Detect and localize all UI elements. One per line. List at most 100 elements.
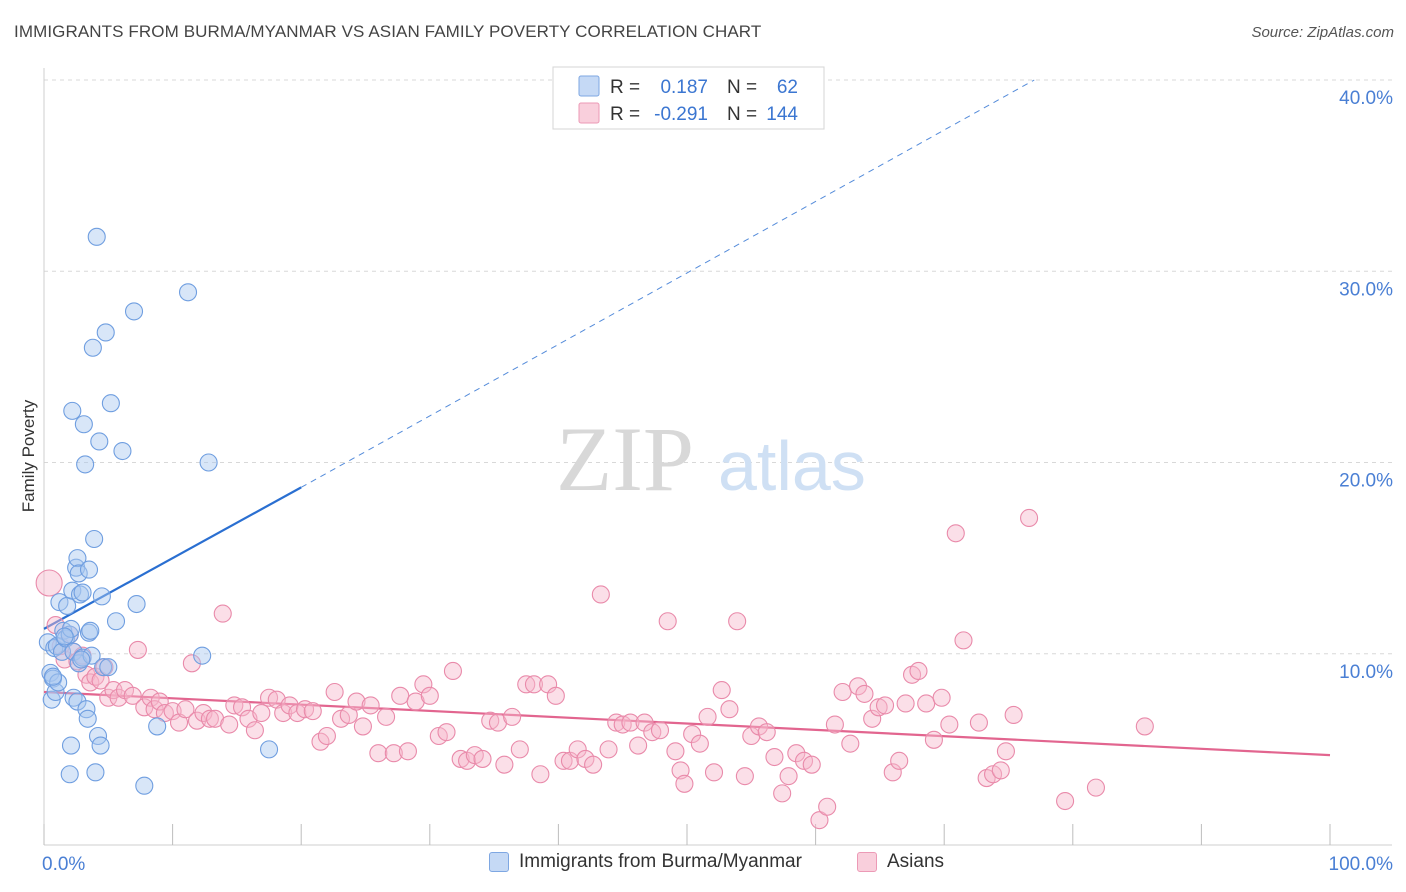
point-burma-36 <box>82 646 101 665</box>
legend-swatch-blue <box>489 852 509 872</box>
point-burma-30 <box>76 455 95 474</box>
x-tick-label-0: 0.0% <box>42 854 85 875</box>
point-asians-81 <box>568 740 587 759</box>
x-tick-label-1: 100.0% <box>1329 854 1394 875</box>
point-asians-91 <box>643 723 662 742</box>
point-asians-64 <box>443 661 462 681</box>
point-burma-48 <box>101 394 120 413</box>
source-label: Source: ZipAtlas.com <box>1251 24 1394 41</box>
point-asians-63 <box>437 723 456 742</box>
point-asians-78 <box>546 686 565 705</box>
y-tick-label-1: 20.0% <box>1339 471 1393 492</box>
point-burma-35 <box>81 621 100 640</box>
legend-label-burma: Immigrants from Burma/Myanmar <box>519 851 802 872</box>
point-asians-73 <box>510 740 529 759</box>
point-asians-32 <box>213 604 232 623</box>
trend-line-burma-extension <box>300 79 1035 488</box>
point-asians-104 <box>735 767 754 786</box>
y-axis-label: Family Poverty <box>19 399 38 512</box>
point-asians-140 <box>1004 705 1023 725</box>
point-asians-132 <box>940 715 959 734</box>
point-asians-114 <box>810 811 829 830</box>
point-burma-40 <box>87 227 106 246</box>
point-asians-47 <box>317 726 336 746</box>
point-asians-111 <box>787 744 806 763</box>
point-asians-30 <box>200 709 219 728</box>
stats-legend: R = 0.187 N = 62 R = -0.291 N = 144 <box>552 66 825 130</box>
point-asians-131 <box>932 688 951 707</box>
point-asians-52 <box>353 717 372 736</box>
point-burma-56 <box>193 646 212 665</box>
point-burma-43 <box>91 736 110 755</box>
point-asians-85 <box>599 740 618 759</box>
stats-legend-swatch-blue <box>578 75 600 97</box>
point-asians-51 <box>347 692 366 711</box>
point-asians-90 <box>635 713 654 732</box>
point-asians-87 <box>613 715 632 734</box>
stats-r-value-1: 0.187 <box>660 77 708 98</box>
point-asians-115 <box>818 797 837 816</box>
point-asians-55 <box>377 707 396 726</box>
point-burma-50 <box>113 441 132 461</box>
point-asians-119 <box>848 677 868 696</box>
point-burma-26 <box>70 585 90 604</box>
point-asians-113 <box>802 755 821 774</box>
point-burma-18 <box>61 736 81 755</box>
point-asians-18 <box>128 640 147 659</box>
point-asians-56 <box>384 744 403 763</box>
point-asians-129 <box>917 694 936 713</box>
point-asians-75 <box>524 675 544 694</box>
point-asians-98 <box>690 734 709 753</box>
point-asians-124 <box>883 763 902 782</box>
point-burma-32 <box>78 709 97 728</box>
point-asians-44 <box>296 700 315 719</box>
point-burma-23 <box>68 549 87 568</box>
point-burma-37 <box>83 338 102 357</box>
point-asians-72 <box>503 707 522 726</box>
point-asians-45 <box>303 702 322 721</box>
point-asians-89 <box>629 736 648 755</box>
point-asians-35 <box>232 698 252 717</box>
point-burma-24 <box>69 564 88 583</box>
point-burma-29 <box>74 415 93 434</box>
stats-n-label-2: N = <box>727 104 757 125</box>
point-asians-61 <box>420 686 439 705</box>
point-asians-34 <box>225 696 244 715</box>
point-burma-58 <box>259 740 279 759</box>
point-burma-27 <box>73 583 92 602</box>
point-asians-23 <box>155 703 174 723</box>
point-asians-108 <box>765 747 784 767</box>
point-asians-101 <box>712 681 731 700</box>
point-burma-17 <box>60 765 79 784</box>
point-asians-57 <box>391 686 410 705</box>
stats-n-value-1: 62 <box>777 77 798 98</box>
axes <box>43 68 1392 846</box>
point-asians-0 <box>35 569 63 597</box>
point-burma-14 <box>61 619 81 638</box>
point-asians-76 <box>531 765 550 784</box>
point-asians-17 <box>123 686 142 705</box>
point-burma-44 <box>92 587 111 606</box>
point-asians-99 <box>698 707 717 726</box>
point-asians-100 <box>704 763 724 782</box>
point-burma-54 <box>148 717 167 736</box>
watermark-atlas: atlas <box>718 427 866 505</box>
watermark: ZIP atlas <box>556 408 866 510</box>
point-burma-61 <box>72 650 91 669</box>
point-asians-79 <box>554 751 573 770</box>
point-asians-53 <box>361 696 380 715</box>
point-asians-103 <box>728 612 747 631</box>
point-burma-7 <box>49 673 68 692</box>
point-asians-26 <box>176 700 195 719</box>
watermark-zip: ZIP <box>556 408 694 510</box>
point-asians-120 <box>855 684 874 703</box>
stats-r-label-1: R = <box>610 77 640 98</box>
point-asians-38 <box>252 703 271 723</box>
point-asians-141 <box>1020 508 1039 528</box>
point-asians-71 <box>495 755 514 774</box>
chart-title: IMMIGRANTS FROM BURMA/MYANMAR VS ASIAN F… <box>14 22 762 41</box>
point-asians-107 <box>757 723 776 742</box>
point-asians-20 <box>141 688 160 707</box>
point-asians-22 <box>150 692 169 711</box>
